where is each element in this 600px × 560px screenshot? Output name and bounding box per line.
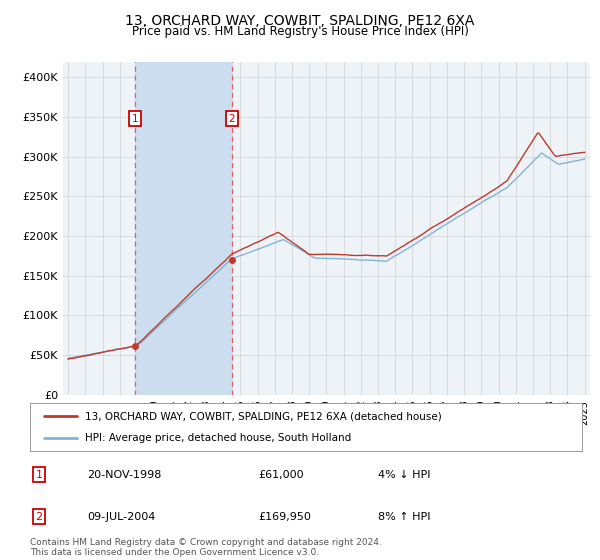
Text: 1: 1 xyxy=(132,114,139,124)
Text: 13, ORCHARD WAY, COWBIT, SPALDING, PE12 6XA (detached house): 13, ORCHARD WAY, COWBIT, SPALDING, PE12 … xyxy=(85,411,442,421)
Text: HPI: Average price, detached house, South Holland: HPI: Average price, detached house, Sout… xyxy=(85,433,352,443)
Text: 1: 1 xyxy=(35,470,43,479)
Text: 20-NOV-1998: 20-NOV-1998 xyxy=(87,470,161,479)
Bar xyxy=(135,62,232,395)
Text: 2: 2 xyxy=(35,512,43,521)
Text: 2: 2 xyxy=(229,114,235,124)
Text: £169,950: £169,950 xyxy=(258,512,311,521)
Text: Price paid vs. HM Land Registry's House Price Index (HPI): Price paid vs. HM Land Registry's House … xyxy=(131,25,469,38)
Text: £61,000: £61,000 xyxy=(258,470,304,479)
Text: 8% ↑ HPI: 8% ↑ HPI xyxy=(378,512,431,521)
Text: 4% ↓ HPI: 4% ↓ HPI xyxy=(378,470,431,479)
Text: 13, ORCHARD WAY, COWBIT, SPALDING, PE12 6XA: 13, ORCHARD WAY, COWBIT, SPALDING, PE12 … xyxy=(125,14,475,28)
Text: 09-JUL-2004: 09-JUL-2004 xyxy=(87,512,155,521)
Text: Contains HM Land Registry data © Crown copyright and database right 2024.
This d: Contains HM Land Registry data © Crown c… xyxy=(30,538,382,557)
